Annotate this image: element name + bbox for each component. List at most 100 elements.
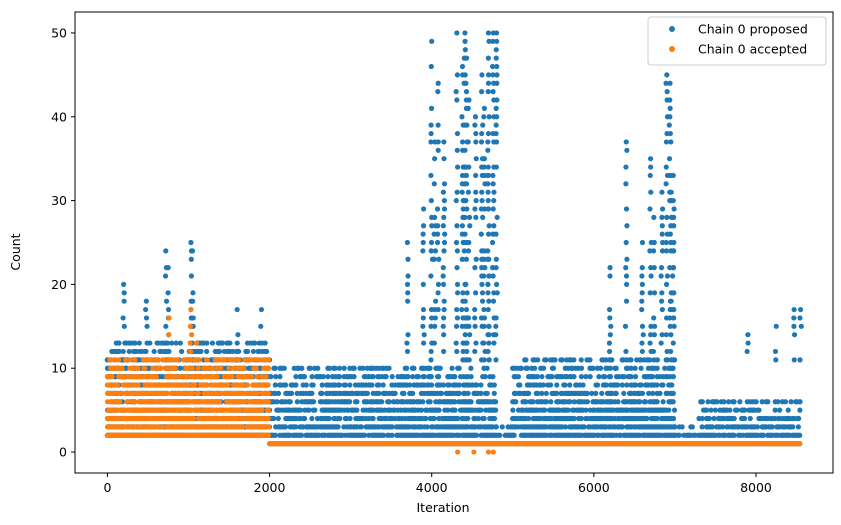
proposed-point xyxy=(668,139,674,145)
proposed-point xyxy=(467,223,473,229)
proposed-point xyxy=(623,206,630,212)
proposed-point xyxy=(415,374,421,380)
proposed-point xyxy=(517,382,523,388)
accepted-point xyxy=(265,407,272,413)
proposed-point xyxy=(639,281,645,288)
proposed-point xyxy=(440,273,446,279)
accepted-point xyxy=(266,365,272,371)
proposed-point xyxy=(431,340,437,346)
proposed-point xyxy=(293,374,299,380)
proposed-point xyxy=(791,315,797,321)
proposed-point xyxy=(663,332,669,338)
proposed-point xyxy=(436,407,442,413)
proposed-point xyxy=(486,223,492,229)
proposed-point xyxy=(386,365,392,371)
proposed-point xyxy=(420,281,426,288)
proposed-point xyxy=(438,390,445,396)
proposed-point xyxy=(428,273,434,279)
proposed-point xyxy=(435,80,441,86)
proposed-point xyxy=(493,332,499,338)
proposed-point xyxy=(468,365,474,371)
accepted-point xyxy=(239,424,245,430)
proposed-point xyxy=(523,399,529,405)
proposed-point xyxy=(431,415,437,422)
proposed-point xyxy=(440,281,447,288)
accepted-point xyxy=(187,323,193,329)
proposed-point xyxy=(342,382,348,388)
proposed-point xyxy=(632,365,638,371)
proposed-point xyxy=(380,432,387,438)
proposed-point xyxy=(479,72,485,78)
proposed-point xyxy=(351,374,357,380)
accepted-point xyxy=(119,365,125,371)
proposed-point xyxy=(230,348,236,355)
proposed-point xyxy=(136,340,142,346)
accepted-point xyxy=(225,382,231,388)
proposed-point xyxy=(485,189,491,195)
proposed-point xyxy=(454,281,461,288)
proposed-point xyxy=(637,399,643,405)
proposed-point xyxy=(547,382,554,388)
proposed-point xyxy=(484,390,490,396)
proposed-point xyxy=(613,390,619,396)
proposed-point xyxy=(639,340,645,346)
proposed-point xyxy=(478,382,484,388)
proposed-point xyxy=(143,298,149,304)
proposed-point xyxy=(462,30,468,36)
x-tick-label: 2000 xyxy=(254,480,286,495)
proposed-point xyxy=(190,315,196,321)
accepted-point xyxy=(236,357,242,363)
accepted-point xyxy=(265,357,272,363)
proposed-point xyxy=(578,365,585,371)
legend-marker-accepted xyxy=(669,46,675,52)
proposed-point xyxy=(143,306,149,313)
proposed-point xyxy=(659,189,665,195)
legend-label-proposed: Chain 0 proposed xyxy=(698,22,808,37)
proposed-point xyxy=(791,332,798,338)
proposed-point xyxy=(429,382,435,388)
proposed-point xyxy=(667,130,673,137)
accepted-point xyxy=(239,382,246,388)
proposed-point xyxy=(668,189,674,195)
proposed-point xyxy=(772,407,778,413)
accepted-point xyxy=(259,407,265,413)
proposed-point xyxy=(480,122,486,128)
proposed-point xyxy=(449,365,455,371)
proposed-point xyxy=(671,357,677,363)
proposed-point xyxy=(491,382,497,388)
proposed-point xyxy=(428,374,434,380)
proposed-point xyxy=(481,105,487,111)
proposed-point xyxy=(671,290,677,296)
proposed-point xyxy=(258,323,264,329)
proposed-point xyxy=(428,130,434,137)
proposed-point xyxy=(559,357,565,363)
proposed-point xyxy=(530,399,536,405)
proposed-point xyxy=(143,315,150,321)
proposed-point xyxy=(453,323,460,329)
accepted-point xyxy=(155,357,162,363)
proposed-point xyxy=(491,197,497,204)
proposed-point xyxy=(721,399,727,405)
proposed-point xyxy=(671,306,677,313)
proposed-point xyxy=(435,122,441,128)
proposed-point xyxy=(383,374,389,380)
proposed-point xyxy=(319,390,325,396)
proposed-point xyxy=(731,399,737,405)
proposed-point xyxy=(380,382,386,388)
proposed-point xyxy=(465,139,471,145)
proposed-point xyxy=(445,407,451,413)
proposed-point xyxy=(360,365,366,371)
proposed-point xyxy=(550,365,557,371)
accepted-point xyxy=(117,399,123,405)
proposed-point xyxy=(441,206,448,212)
proposed-point xyxy=(624,281,630,288)
proposed-point xyxy=(667,80,673,86)
proposed-point xyxy=(745,340,751,346)
proposed-point xyxy=(418,407,425,413)
proposed-point xyxy=(369,382,375,388)
proposed-point xyxy=(472,315,478,321)
proposed-point xyxy=(120,348,126,355)
proposed-point xyxy=(410,390,416,396)
proposed-point xyxy=(411,365,417,371)
